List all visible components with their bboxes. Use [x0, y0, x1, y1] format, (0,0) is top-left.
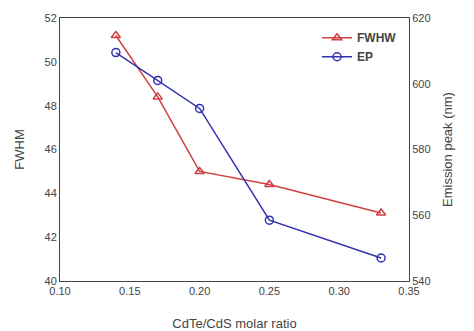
svg-text:Emission peak (nm): Emission peak (nm) [440, 92, 455, 207]
svg-text:0.15: 0.15 [119, 285, 140, 297]
svg-text:620: 620 [412, 12, 430, 24]
svg-text:FWHW: FWHW [357, 31, 396, 45]
svg-text:0.25: 0.25 [259, 285, 280, 297]
svg-text:0.30: 0.30 [328, 285, 349, 297]
svg-text:600: 600 [412, 78, 430, 90]
svg-text:52: 52 [45, 12, 57, 24]
svg-text:560: 560 [412, 209, 430, 221]
svg-text:42: 42 [45, 231, 57, 243]
svg-text:580: 580 [412, 143, 430, 155]
svg-text:0.35: 0.35 [398, 285, 419, 297]
svg-text:50: 50 [45, 56, 57, 68]
svg-text:FWHM: FWHM [12, 129, 27, 169]
svg-text:48: 48 [45, 100, 57, 112]
svg-text:540: 540 [412, 275, 430, 287]
svg-text:0.10: 0.10 [49, 285, 70, 297]
svg-text:0.20: 0.20 [189, 285, 210, 297]
svg-text:EP: EP [357, 50, 373, 64]
svg-text:CdTe/CdS molar ratio: CdTe/CdS molar ratio [172, 316, 296, 331]
svg-text:46: 46 [45, 143, 57, 155]
svg-text:44: 44 [45, 187, 57, 199]
svg-text:40: 40 [45, 275, 57, 287]
